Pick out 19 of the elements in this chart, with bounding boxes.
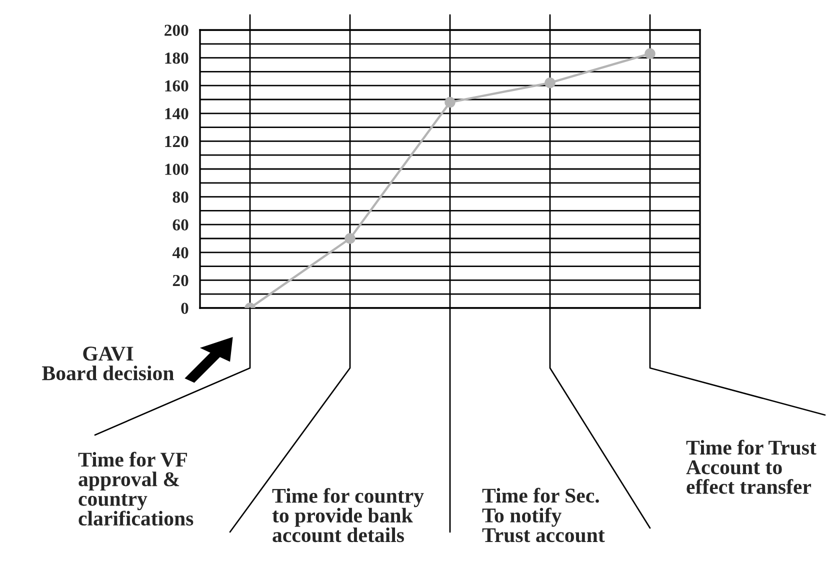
y-tick-label: 60	[172, 219, 188, 231]
text: Time for Sec. To notify Trust account	[482, 488, 605, 542]
point	[644, 48, 656, 60]
text: Time for country to provide bank account details	[272, 488, 424, 542]
y-tick-label: 120	[165, 136, 188, 148]
y-tick-label: 140	[165, 108, 188, 120]
y-tick-label: 200	[164, 24, 188, 36]
y-tick-label: 80	[172, 192, 188, 203]
y-tick-label: 160	[165, 80, 188, 92]
text: GAVI Board decision	[42, 346, 174, 380]
point	[544, 77, 556, 88]
y-tick-label: 20	[172, 274, 188, 286]
text: Time for VF approval & country clarifications	[78, 452, 194, 526]
y-tick-label: 40	[172, 247, 188, 258]
y-tick-label: 100	[165, 164, 188, 175]
point	[444, 96, 456, 108]
text: Time for Trust Account to effect transfer	[686, 440, 816, 494]
y-tick-label: 0	[181, 302, 188, 314]
y-tick-label: 180	[165, 52, 188, 64]
